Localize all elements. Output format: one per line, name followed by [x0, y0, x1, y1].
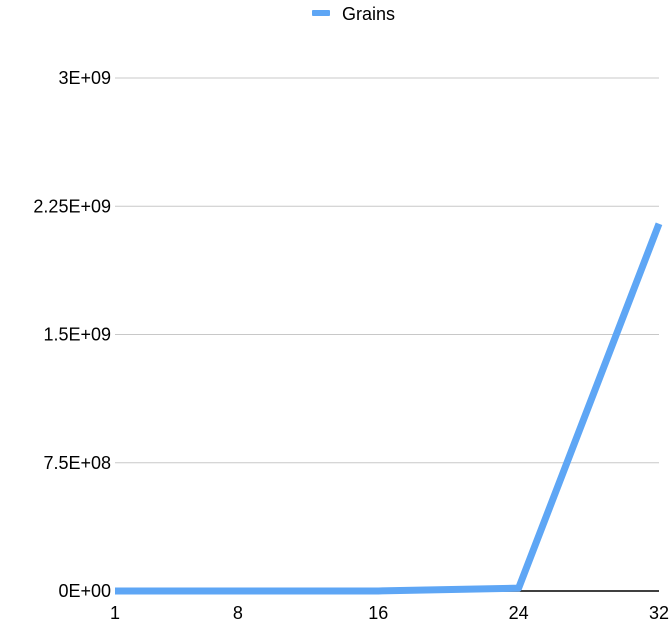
y-tick-label: 2.25E+09: [33, 196, 111, 216]
legend-label-grains: Grains: [342, 4, 395, 24]
y-tick-label: 0E+00: [58, 581, 111, 601]
axes: 0E+00 7.5E+08 1.5E+09 2.25E+09 3E+09 1 8 16 24 32: [33, 68, 669, 623]
x-tick-label: 32: [649, 603, 669, 623]
y-tick-label: 7.5E+08: [43, 453, 111, 473]
series-line-grains: [114, 222, 663, 595]
y-tick-label: 1.5E+09: [43, 325, 111, 345]
x-tick-label: 24: [509, 603, 529, 623]
x-tick-label: 1: [110, 603, 120, 623]
legend: Grains: [312, 4, 395, 24]
x-tick-label: 8: [233, 603, 243, 623]
gridlines: [115, 77, 659, 464]
x-tick-label: 16: [368, 603, 388, 623]
y-tick-label: 3E+09: [58, 68, 111, 88]
legend-swatch-grains: [312, 10, 330, 16]
series-lines: [114, 222, 663, 595]
